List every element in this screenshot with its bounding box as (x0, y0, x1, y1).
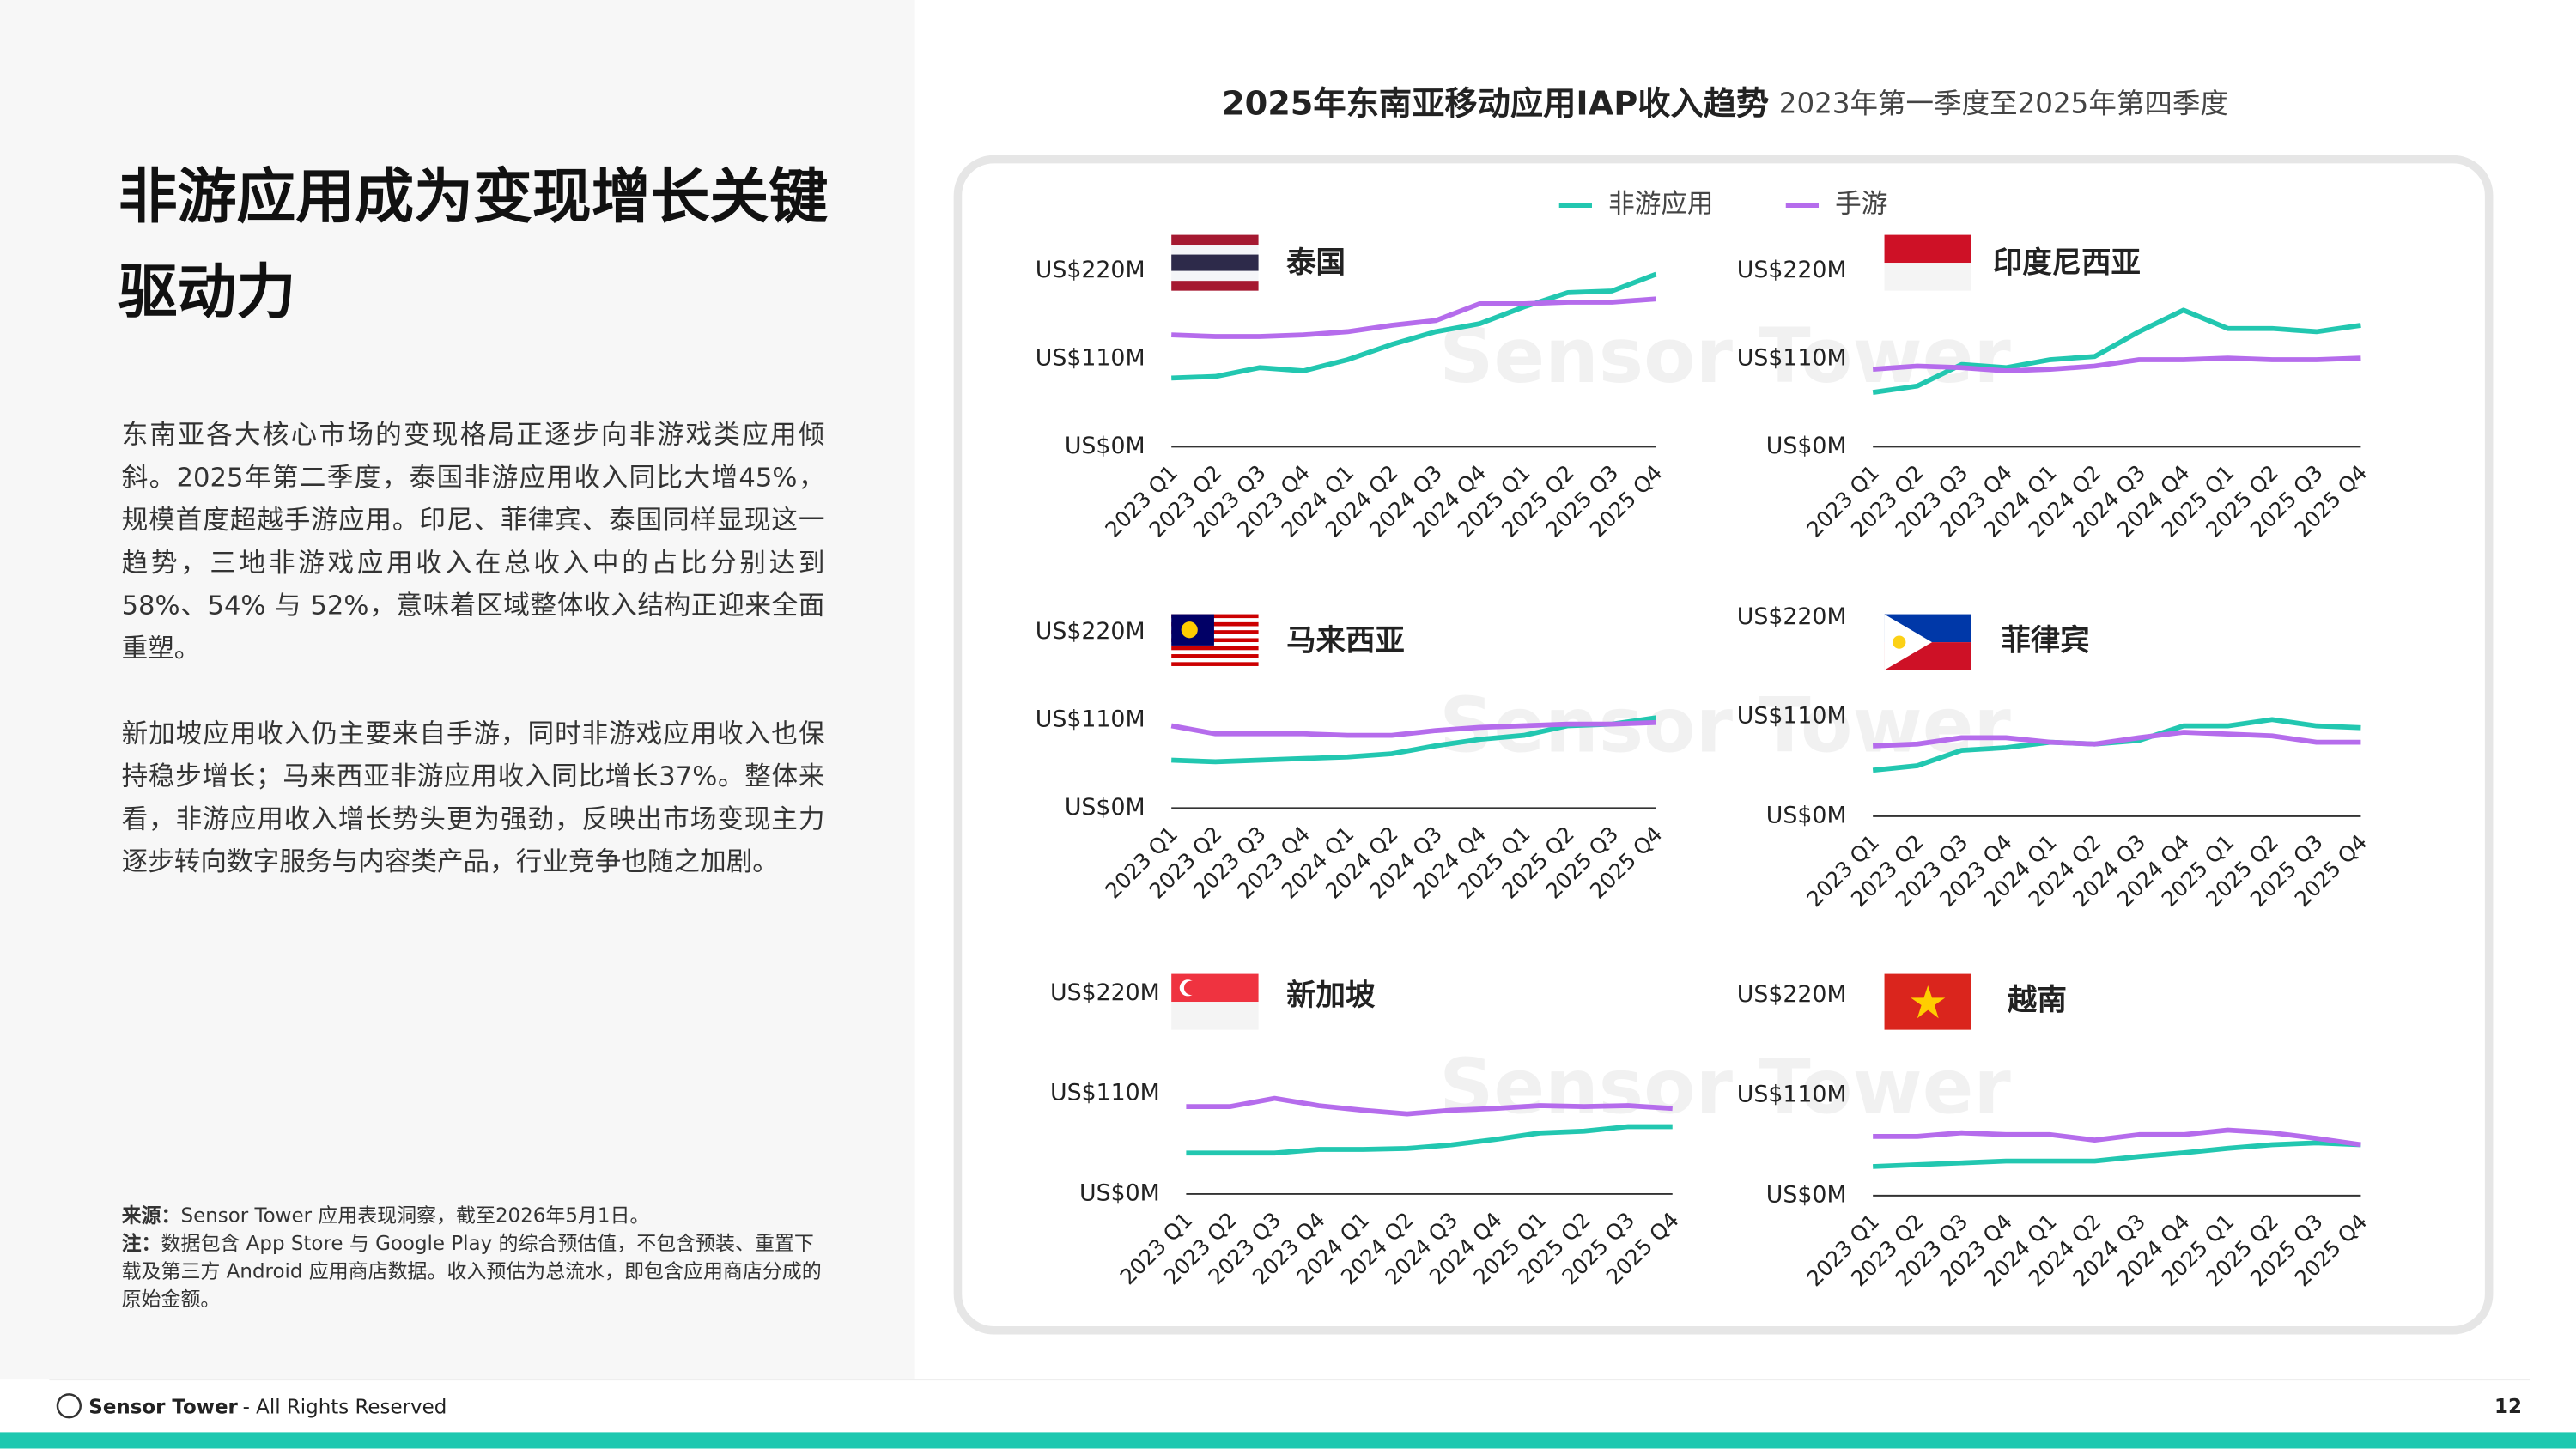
flag (1171, 614, 1259, 670)
footer-text: - All Rights Reserved (243, 1396, 447, 1418)
flag-stripe (1171, 254, 1259, 271)
flag-stripe (1171, 654, 1259, 658)
footer-bar (0, 1432, 2576, 1449)
line-series (1171, 271, 1657, 381)
line-series (1171, 296, 1656, 339)
flag-stripe (1171, 630, 1259, 634)
flag-stripe (1171, 638, 1259, 643)
source-label: 来源： (121, 1203, 181, 1228)
footer-brand: Sensor Tower (88, 1396, 238, 1418)
heading: 非游应用成为变现增长关键驱动力 (118, 164, 829, 327)
y-tick-label: US$110M (1050, 1080, 1160, 1106)
flag-stripe (1884, 234, 1971, 264)
flag-stripe (1171, 662, 1259, 666)
flag-emblem (1181, 621, 1198, 639)
flag-sun (1893, 635, 1906, 649)
left-panel (0, 0, 915, 1380)
flag-stripe (1171, 245, 1259, 255)
y-tick-label: US$0M (1766, 802, 1847, 828)
y-tick-label: US$220M (1036, 618, 1145, 645)
y-tick-label: US$220M (1036, 257, 1145, 283)
y-tick-label: US$220M (1737, 603, 1847, 630)
watermark: Sensor Tower (1439, 312, 2011, 400)
flag-stripe (1171, 281, 1259, 291)
flag-stripe (1171, 626, 1259, 631)
line-series (1170, 719, 1656, 738)
line-series (1873, 1127, 2361, 1148)
flag-stripe (1171, 658, 1259, 663)
flag-stripe (1171, 665, 1259, 670)
flag-stripe (1171, 646, 1259, 651)
y-tick-label: US$220M (1050, 979, 1160, 1006)
flag-stripe (1171, 1002, 1259, 1030)
note-label: 注： (121, 1231, 161, 1255)
chart-title: 泰国 (1286, 246, 1346, 281)
flag (1171, 973, 1259, 1030)
figure-title: 2025年东南亚移动应用IAP收入趋势 2023年第一季度至2025年第四季度 (1222, 84, 2228, 123)
y-tick-label: US$0M (1065, 794, 1145, 821)
legend-label: 非游应用 (1608, 190, 1713, 220)
chart-title: 新加坡 (1286, 979, 1376, 1013)
note: 注：数据包含 App Store 与 Google Play 的综合预估值，不包… (122, 1230, 829, 1314)
page-number: 12 (2494, 1396, 2522, 1418)
flag-stripe (1171, 621, 1259, 627)
y-tick-label: US$0M (1065, 433, 1145, 459)
line-series (1873, 1140, 2361, 1169)
flag-triangle (1884, 614, 1933, 670)
line-series (1873, 730, 2361, 749)
y-tick-label: US$110M (1737, 345, 1847, 372)
title: 2025年东南亚移动应用IAP收入趋势 (1222, 84, 1769, 123)
paragraph: 新加坡应用收入仍主要来自手游，同时非游戏应用收入也保持稳步增长；马来西亚非游应用… (121, 718, 825, 877)
flag (1884, 234, 1971, 291)
y-tick-label: US$0M (1079, 1179, 1160, 1206)
y-tick-label: US$110M (1036, 345, 1145, 372)
y-tick-label: US$220M (1737, 981, 1847, 1008)
note-text: 数据包含 App Store 与 Google Play 的综合预估值，不包含预… (121, 1231, 822, 1311)
chart-title: 越南 (2008, 984, 2067, 1018)
subtitle: 2023年第一季度至2025年第四季度 (1779, 87, 2228, 119)
flag-star (1911, 985, 1946, 1019)
y-tick-label: US$110M (1737, 1082, 1847, 1108)
line-series (1872, 355, 2361, 373)
legend-label: 手游 (1835, 190, 1887, 220)
flag-stripe (1171, 650, 1259, 655)
flag (1171, 234, 1259, 291)
flag (1884, 614, 1971, 670)
source-text: Sensor Tower 应用表现洞察，截至2026年5月1日。 (180, 1203, 650, 1228)
line-series (1186, 1124, 1673, 1156)
y-tick-label: US$0M (1766, 1181, 1847, 1208)
flag-stripe (1884, 263, 1971, 291)
paragraph: 东南亚各大核心市场的变现格局正逐步向非游戏类应用倾斜。2025年第二季度，泰国非… (121, 418, 825, 664)
watermark: Sensor Tower (1439, 1042, 2011, 1131)
flag-stripe (1171, 618, 1259, 622)
flag-stripe (1171, 634, 1259, 639)
flag-stripe (1171, 234, 1259, 246)
line-series (1186, 1095, 1673, 1117)
y-tick-label: US$220M (1737, 257, 1847, 283)
flag-stripe (1171, 642, 1259, 646)
card (953, 155, 2494, 1335)
chart-title: 菲律宾 (2001, 624, 2089, 658)
flag (1884, 973, 1971, 1030)
source: 来源：Sensor Tower 应用表现洞察，截至2026年5月1日。 (122, 1203, 829, 1231)
y-tick-label: US$110M (1036, 706, 1145, 732)
y-tick-label: US$0M (1766, 433, 1847, 459)
footer: Sensor Tower - All Rights Reserved (88, 1396, 447, 1418)
logo (56, 1393, 82, 1419)
flag-stripe (1171, 614, 1259, 619)
flag-stripe (1171, 270, 1259, 282)
y-tick-label: US$110M (1737, 703, 1847, 730)
chart-title: 印度尼西亚 (1993, 246, 2141, 281)
flag-moon-cut (1183, 980, 1199, 996)
chart-title: 马来西亚 (1286, 624, 1405, 658)
